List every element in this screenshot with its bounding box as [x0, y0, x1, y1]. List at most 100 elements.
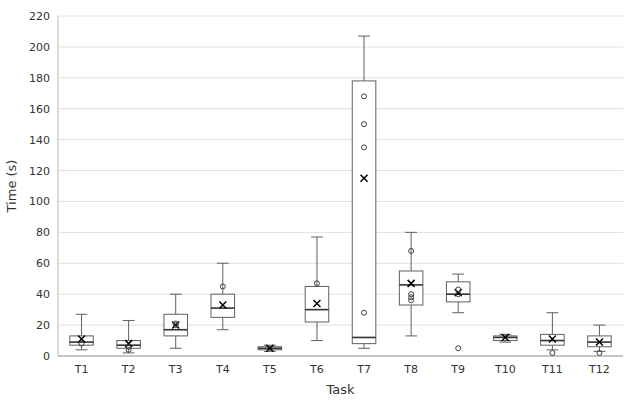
chart-container: 020406080100120140160180200220T1T2T3T4T5…	[0, 0, 639, 404]
plot-area	[70, 36, 611, 355]
grid-line	[58, 232, 623, 233]
flier	[597, 350, 602, 355]
median	[211, 307, 235, 309]
box	[399, 271, 423, 305]
cap-high	[311, 237, 323, 238]
grid-line	[58, 294, 623, 295]
flier	[456, 346, 461, 351]
y-tick-label: 220	[29, 10, 50, 23]
box	[588, 336, 612, 347]
flier	[79, 341, 84, 346]
y-tick-label: 120	[29, 165, 50, 178]
grid-line	[58, 16, 623, 17]
grid-line	[58, 108, 623, 109]
whisker-high	[411, 232, 412, 271]
box-group	[164, 294, 188, 348]
box	[446, 282, 470, 302]
box-group	[352, 36, 376, 348]
median	[305, 309, 329, 311]
cap-high	[499, 334, 511, 335]
mean-marker	[361, 175, 368, 182]
whisker-high	[128, 320, 129, 340]
flier	[314, 281, 319, 286]
box-group	[258, 345, 282, 352]
flier	[456, 287, 461, 292]
box	[211, 294, 235, 317]
cap-low	[358, 348, 370, 349]
box-group	[541, 313, 565, 356]
box-group	[211, 263, 235, 329]
y-axis-label: Time (s)	[4, 160, 19, 214]
x-tick-label: T9	[450, 363, 465, 376]
grid-line	[58, 325, 623, 326]
whisker-high	[316, 237, 317, 286]
y-tick-label: 100	[29, 195, 50, 208]
mean-marker	[549, 336, 556, 343]
mean-marker	[313, 300, 320, 307]
mean-marker	[219, 302, 226, 309]
box-group	[446, 274, 470, 351]
grid-line	[58, 139, 623, 140]
y-axis-line	[58, 16, 59, 356]
whisker-low	[316, 322, 317, 341]
box	[164, 314, 188, 336]
box-group	[399, 232, 423, 336]
whisker-low	[458, 302, 459, 313]
x-tick-label: T5	[262, 363, 277, 376]
flier	[126, 344, 131, 349]
cap-low	[264, 351, 276, 352]
whisker-low	[222, 317, 223, 329]
median	[164, 329, 188, 331]
x-tick-label: T11	[541, 363, 563, 376]
cap-low	[594, 351, 606, 352]
cap-high	[76, 314, 88, 315]
cap-high	[170, 294, 182, 295]
cap-high	[358, 36, 370, 37]
box-group	[588, 325, 612, 355]
grid-line	[58, 201, 623, 202]
whisker-low	[411, 305, 412, 336]
flier	[173, 321, 178, 326]
y-tick-label: 140	[29, 134, 50, 147]
y-tick-label: 160	[29, 103, 50, 116]
x-tick-label: T8	[403, 363, 418, 376]
whisker-low	[364, 344, 365, 349]
y-tick-label: 20	[36, 319, 50, 332]
mean-marker	[502, 334, 509, 341]
x-tick-label: T12	[588, 363, 610, 376]
x-tick-label: T7	[356, 363, 371, 376]
flier	[550, 350, 555, 355]
box	[352, 81, 376, 344]
cap-low	[499, 342, 511, 343]
box	[541, 334, 565, 345]
whisker-high	[364, 36, 365, 81]
whisker-high	[599, 325, 600, 336]
whisker-high	[552, 313, 553, 335]
grid-line	[58, 356, 623, 357]
cap-low	[452, 312, 464, 313]
cap-high	[546, 312, 558, 313]
grid-line	[58, 263, 623, 264]
grid-line	[58, 170, 623, 171]
mean-marker	[596, 339, 603, 346]
whisker-high	[175, 294, 176, 314]
flier	[220, 284, 225, 289]
flier	[409, 248, 414, 253]
box-group	[117, 320, 141, 352]
flier	[362, 94, 367, 99]
cap-low	[76, 349, 88, 350]
box-group	[305, 237, 329, 341]
mean-marker	[266, 345, 273, 352]
mean-marker	[172, 322, 179, 329]
flier	[362, 310, 367, 315]
grid	[58, 16, 623, 356]
x-tick-label: T10	[494, 363, 516, 376]
x-tick-label: T4	[215, 363, 230, 376]
x-tick-label: T1	[74, 363, 89, 376]
cap-low	[217, 329, 229, 330]
cap-low	[405, 335, 417, 336]
x-tick-label: T3	[168, 363, 183, 376]
x-axis-line	[58, 356, 623, 357]
cap-high	[594, 325, 606, 326]
x-tick-label: T2	[121, 363, 136, 376]
